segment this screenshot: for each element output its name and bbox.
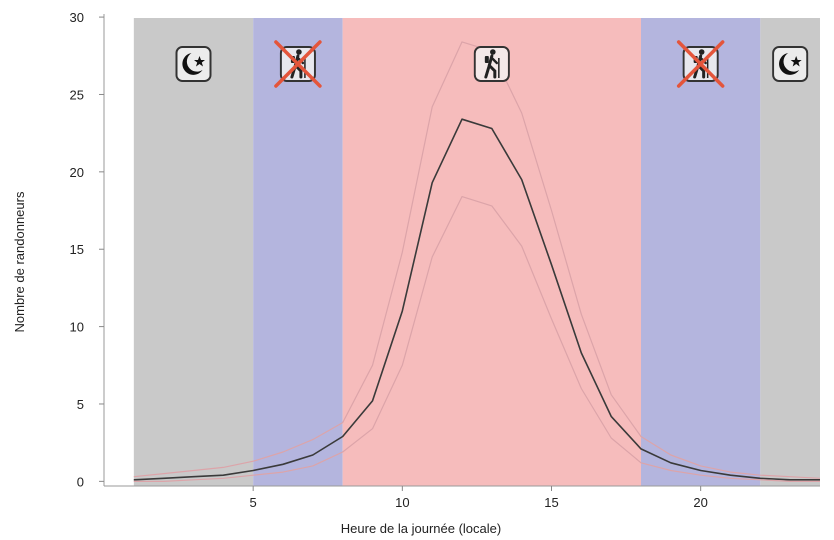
- band-night-4: [760, 18, 820, 486]
- y-axis-ticks: 0 5 10 15 20 25 30: [70, 10, 104, 489]
- no-hiker-icon: [274, 40, 322, 88]
- moon-icon: [772, 46, 809, 82]
- x-tick-label: 5: [250, 495, 257, 510]
- x-axis-label: Heure de la journée (locale): [341, 521, 501, 536]
- time-bands: [133, 18, 820, 486]
- moon-icon: [175, 46, 212, 82]
- series-lines: [133, 41, 821, 482]
- y-tick-label: 30: [70, 10, 84, 25]
- y-tick-label: 25: [70, 87, 84, 102]
- series-line-mean: [133, 118, 820, 481]
- hiker-icon: [473, 46, 510, 82]
- series-line-upper: [133, 41, 821, 479]
- x-tick-label: 10: [395, 495, 409, 510]
- y-tick-label: 20: [70, 165, 84, 180]
- y-tick-label: 10: [70, 320, 84, 335]
- x-tick-label: 20: [693, 495, 707, 510]
- no-hiker-icon: [676, 40, 725, 88]
- band-icons: [175, 40, 809, 88]
- y-axis-label: Nombre de randonneurs: [12, 191, 27, 332]
- y-tick-label: 0: [77, 474, 84, 489]
- band-no-hiking-3: [641, 18, 761, 486]
- y-tick-label: 5: [77, 397, 84, 412]
- x-tick-label: 15: [544, 495, 558, 510]
- y-tick-label: 15: [70, 242, 84, 257]
- band-no-hiking-1: [253, 18, 343, 486]
- band-hiking-2: [342, 18, 641, 486]
- band-night-0: [133, 18, 254, 486]
- series-line-lower: [133, 196, 820, 482]
- x-axis-ticks: 5 10 15 20: [250, 486, 708, 510]
